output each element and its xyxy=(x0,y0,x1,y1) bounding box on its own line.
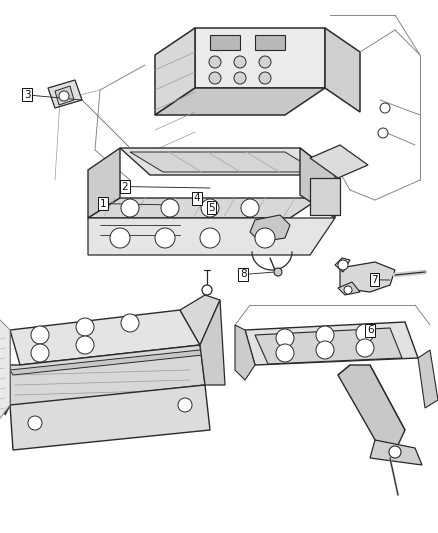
Circle shape xyxy=(31,326,49,344)
Circle shape xyxy=(378,128,388,138)
Polygon shape xyxy=(210,35,240,50)
Circle shape xyxy=(356,339,374,357)
Circle shape xyxy=(209,72,221,84)
Polygon shape xyxy=(0,315,10,425)
Circle shape xyxy=(76,336,94,354)
Polygon shape xyxy=(338,282,360,295)
Polygon shape xyxy=(10,310,200,365)
Polygon shape xyxy=(200,300,225,385)
Circle shape xyxy=(201,199,219,217)
Circle shape xyxy=(178,398,192,412)
Circle shape xyxy=(200,228,220,248)
Circle shape xyxy=(59,91,69,101)
Polygon shape xyxy=(310,178,340,215)
Circle shape xyxy=(121,314,139,332)
Polygon shape xyxy=(88,148,120,218)
Circle shape xyxy=(234,56,246,68)
Text: 4: 4 xyxy=(194,193,201,203)
Polygon shape xyxy=(10,350,203,375)
Polygon shape xyxy=(325,28,360,112)
Polygon shape xyxy=(338,365,405,445)
Polygon shape xyxy=(245,322,418,365)
Polygon shape xyxy=(5,330,10,415)
Polygon shape xyxy=(120,148,335,175)
Polygon shape xyxy=(88,218,335,255)
Circle shape xyxy=(276,344,294,362)
Polygon shape xyxy=(195,28,325,88)
Polygon shape xyxy=(255,35,285,50)
Polygon shape xyxy=(340,262,395,292)
Circle shape xyxy=(234,72,246,84)
Polygon shape xyxy=(10,385,210,450)
Text: 2: 2 xyxy=(121,182,128,191)
Polygon shape xyxy=(250,215,290,242)
Circle shape xyxy=(28,416,42,430)
Circle shape xyxy=(241,199,259,217)
Polygon shape xyxy=(370,440,422,465)
Polygon shape xyxy=(55,86,74,105)
Polygon shape xyxy=(418,350,438,408)
Circle shape xyxy=(155,228,175,248)
Circle shape xyxy=(161,199,179,217)
Circle shape xyxy=(110,228,130,248)
Polygon shape xyxy=(310,145,368,178)
Circle shape xyxy=(259,56,271,68)
Circle shape xyxy=(389,446,401,458)
Circle shape xyxy=(344,286,352,294)
Text: 1: 1 xyxy=(99,199,106,208)
Polygon shape xyxy=(300,148,335,218)
Text: 7: 7 xyxy=(371,275,378,285)
Text: 6: 6 xyxy=(367,326,374,335)
Polygon shape xyxy=(48,80,82,108)
Circle shape xyxy=(338,260,348,270)
Circle shape xyxy=(255,228,275,248)
Polygon shape xyxy=(255,328,402,364)
Polygon shape xyxy=(155,88,325,115)
Polygon shape xyxy=(88,198,320,218)
Circle shape xyxy=(31,344,49,362)
Polygon shape xyxy=(180,295,220,345)
Circle shape xyxy=(316,326,334,344)
Circle shape xyxy=(202,285,212,295)
Circle shape xyxy=(259,72,271,84)
Circle shape xyxy=(380,103,390,113)
Polygon shape xyxy=(155,28,195,115)
Circle shape xyxy=(276,329,294,347)
Circle shape xyxy=(121,199,139,217)
Polygon shape xyxy=(130,152,318,172)
Circle shape xyxy=(76,318,94,336)
Circle shape xyxy=(316,341,334,359)
Text: 8: 8 xyxy=(240,270,247,279)
Polygon shape xyxy=(335,258,350,272)
Circle shape xyxy=(274,268,282,276)
Circle shape xyxy=(356,324,374,342)
Text: 5: 5 xyxy=(208,203,215,213)
Polygon shape xyxy=(235,325,255,380)
Polygon shape xyxy=(10,345,205,405)
Circle shape xyxy=(209,56,221,68)
Text: 3: 3 xyxy=(24,90,31,100)
